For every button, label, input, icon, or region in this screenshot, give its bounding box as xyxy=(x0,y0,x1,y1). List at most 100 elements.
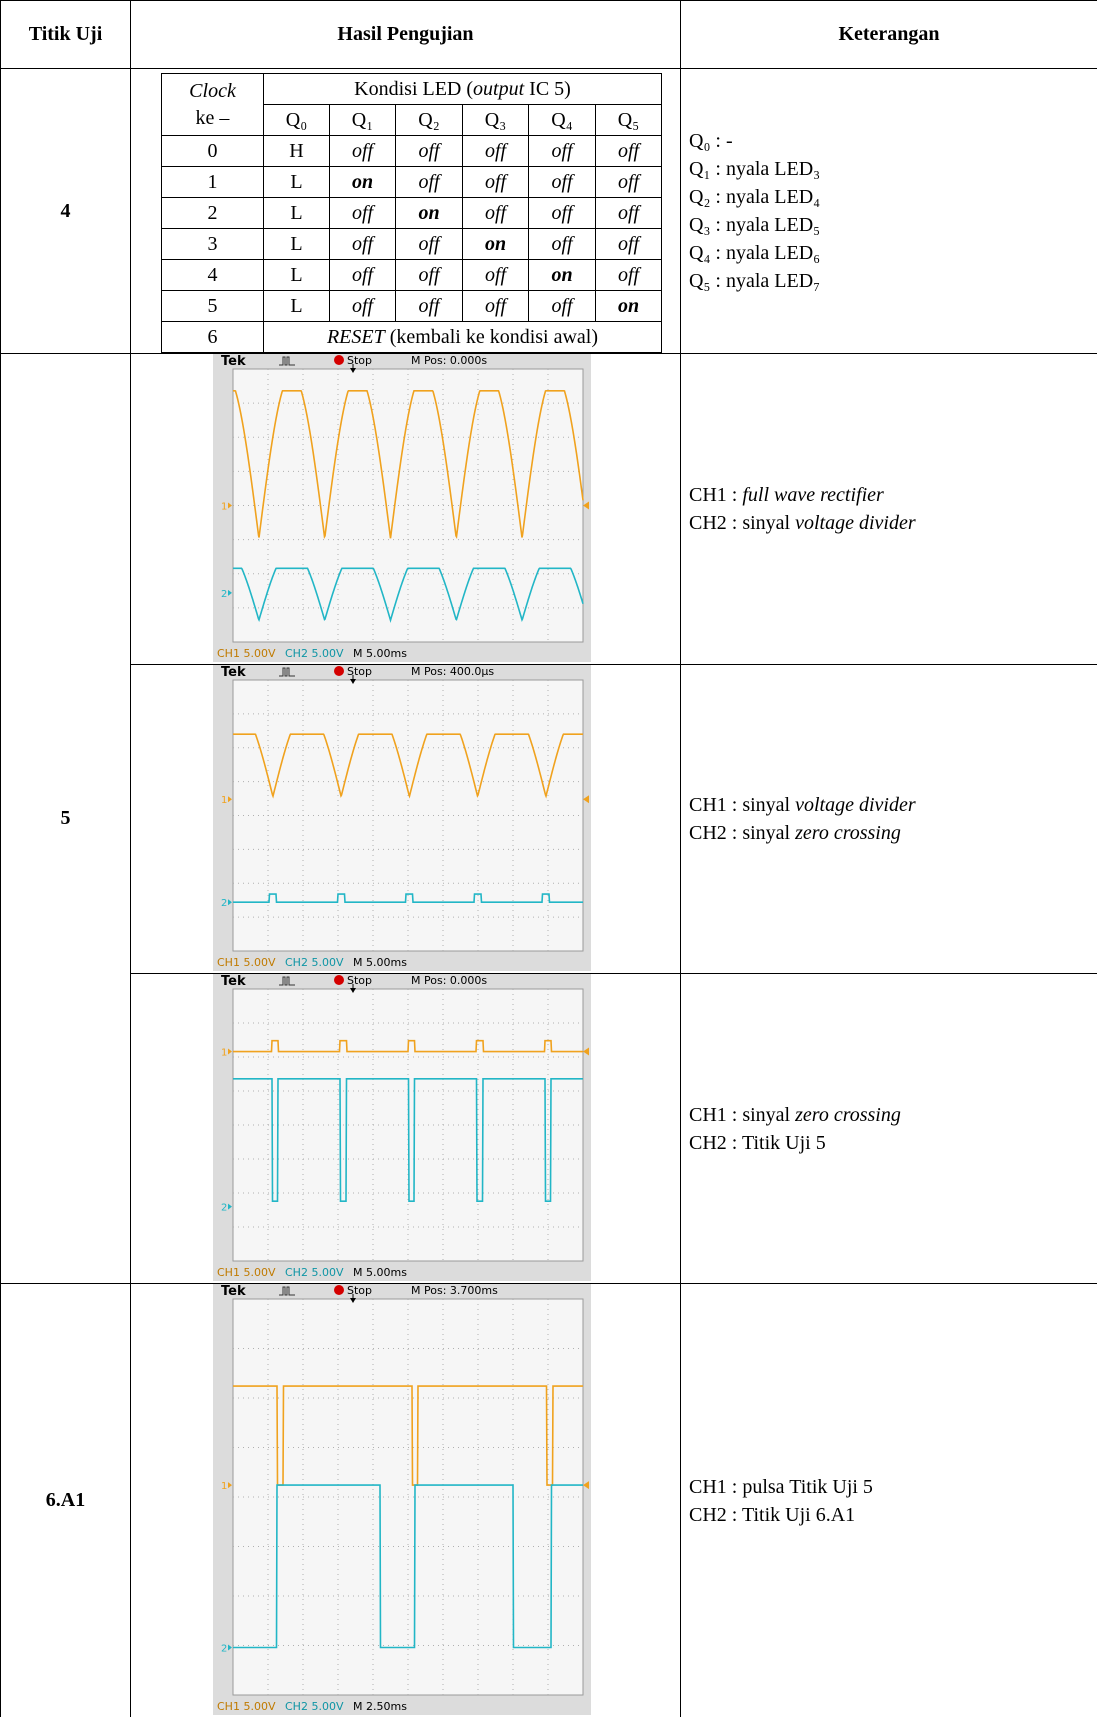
led-cell: off xyxy=(529,167,596,198)
column-header: Q₁ xyxy=(330,105,396,136)
keterangan-text: CH2 : sinyal xyxy=(689,512,795,534)
led-cell: off xyxy=(396,229,463,260)
clock-label: Clock xyxy=(162,78,263,105)
keterangan-text: voltage divider xyxy=(795,512,916,534)
keterangan-line: CH1 : pulsa Titik Uji 5 xyxy=(689,1473,1097,1501)
ch2-scale: CH2 5.00V xyxy=(285,1700,344,1713)
clock-label: ke – xyxy=(162,105,263,132)
scope-position: M Pos: 0.000s xyxy=(411,974,487,987)
scope-status: Stop xyxy=(347,1284,372,1297)
led-cell: on xyxy=(529,260,596,291)
ch2-marker: 2 xyxy=(221,589,227,600)
keterangan-text: CH2 : Titik Uji 6.A1 xyxy=(689,1504,855,1526)
keterangan-cell: Q₀ : -Q₁ : nyala LED₃Q₂ : nyala LED₄Q₃ :… xyxy=(681,69,1097,354)
led-cell: off xyxy=(330,136,396,167)
led-cell: off xyxy=(596,229,662,260)
timebase: M 5.00ms xyxy=(353,647,407,660)
led-cell: L xyxy=(264,291,330,322)
ch1-marker: 1 xyxy=(221,1048,227,1059)
scope-position: M Pos: 3.700ms xyxy=(411,1284,498,1297)
led-table: Clockke –Kondisi LED (output IC 5)Q₀Q₁Q₂… xyxy=(161,73,662,353)
keterangan-text: zero crossing xyxy=(795,1104,901,1126)
led-cell: L xyxy=(264,229,330,260)
keterangan-text: CH1 : xyxy=(689,484,742,506)
led-cell: on xyxy=(463,229,529,260)
oscilloscope: TekStopM Pos: 3.700ms12CH1 5.00VCH2 5.00… xyxy=(213,1284,591,1715)
scope-brand: Tek xyxy=(221,354,246,369)
keterangan-text: voltage divider xyxy=(795,794,916,816)
page: Titik Uji Hasil Pengujian Keterangan 4 C… xyxy=(0,0,1097,1717)
led-cell: off xyxy=(596,198,662,229)
ch1-scale: CH1 5.00V xyxy=(217,956,276,969)
scope-brand: Tek xyxy=(221,665,246,680)
ch1-marker: 1 xyxy=(221,1481,227,1492)
ch2-scale: CH2 5.00V xyxy=(285,956,344,969)
led-cell: off xyxy=(463,198,529,229)
titik-uji: 5 xyxy=(1,354,131,1284)
column-header: Q₅ xyxy=(596,105,662,136)
led-cell: 1 xyxy=(162,167,264,198)
led-cell: off xyxy=(330,229,396,260)
titik-uji: 4 xyxy=(1,69,131,354)
hasil-cell: TekStopM Pos: 0.000s12CH1 5.00VCH2 5.00V… xyxy=(131,974,681,1284)
header-cell: Hasil Pengujian xyxy=(131,1,681,69)
column-header: Q₂ xyxy=(396,105,463,136)
keterangan-cell: CH1 : pulsa Titik Uji 5 CH2 : Titik Uji 6… xyxy=(681,1284,1097,1717)
ch1-marker: 1 xyxy=(221,795,227,806)
led-cell: off xyxy=(463,167,529,198)
timebase: M 5.00ms xyxy=(353,956,407,969)
keterangan-text: Q₂ : nyala LED₄ xyxy=(689,186,820,208)
scope-brand: Tek xyxy=(221,974,246,989)
led-cell: off xyxy=(396,167,463,198)
keterangan-line: Q₄ : nyala LED₆ xyxy=(689,239,1097,267)
led-cell: 5 xyxy=(162,291,264,322)
keterangan-line: Q₁ : nyala LED₃ xyxy=(689,155,1097,183)
ch2-scale: CH2 5.00V xyxy=(285,1266,344,1279)
led-cell: off xyxy=(596,260,662,291)
keterangan-line: CH1 : full wave rectifier xyxy=(689,481,1097,509)
scope-brand: Tek xyxy=(221,1284,246,1299)
keterangan-text: Q₁ : nyala LED₃ xyxy=(689,158,820,180)
led-row: 5Loffoffoffoffon xyxy=(162,291,662,322)
keterangan-text: Q₀ : - xyxy=(689,130,733,152)
column-header: Q₀ xyxy=(264,105,330,136)
table-row: TekStopM Pos: 400.0µs12CH1 5.00VCH2 5.00… xyxy=(1,665,1097,974)
led-cell: H xyxy=(264,136,330,167)
led-cell: 0 xyxy=(162,136,264,167)
led-cell: L xyxy=(264,260,330,291)
keterangan-text: Q₄ : nyala LED₆ xyxy=(689,242,820,264)
keterangan-line: CH2 : sinyal zero crossing xyxy=(689,819,1097,847)
led-cell: off xyxy=(596,136,662,167)
keterangan-line: Q₀ : - xyxy=(689,127,1097,155)
scope-status: Stop xyxy=(347,665,372,678)
hasil-cell: Clockke –Kondisi LED (output IC 5)Q₀Q₁Q₂… xyxy=(131,69,681,354)
led-row: 6RESET (kembali ke kondisi awal) xyxy=(162,322,662,353)
test-table: Titik Uji Hasil Pengujian Keterangan 4 C… xyxy=(0,0,1097,1717)
column-header: Q₄ xyxy=(529,105,596,136)
ch2-marker: 2 xyxy=(221,1203,227,1214)
reset-text: (kembali ke kondisi awal) xyxy=(385,326,598,348)
keterangan-text: full wave rectifier xyxy=(742,484,883,506)
header-cell: Titik Uji xyxy=(1,1,131,69)
led-cell: off xyxy=(396,136,463,167)
ch1-scale: CH1 5.00V xyxy=(217,1700,276,1713)
ch1-scale: CH1 5.00V xyxy=(217,647,276,660)
led-cell: off xyxy=(529,136,596,167)
keterangan-text: CH1 : sinyal xyxy=(689,794,795,816)
scope-status: Stop xyxy=(347,354,372,367)
led-cell: L xyxy=(264,198,330,229)
keterangan-text: Q₅ : nyala LED₇ xyxy=(689,270,820,292)
led-cell: on xyxy=(396,198,463,229)
ch1-scale: CH1 5.00V xyxy=(217,1266,276,1279)
led-cell: off xyxy=(330,260,396,291)
scope-position: M Pos: 0.000s xyxy=(411,354,487,367)
kondisi-text: Kondisi LED ( xyxy=(354,78,473,100)
header-row: Titik Uji Hasil Pengujian Keterangan xyxy=(1,1,1097,69)
